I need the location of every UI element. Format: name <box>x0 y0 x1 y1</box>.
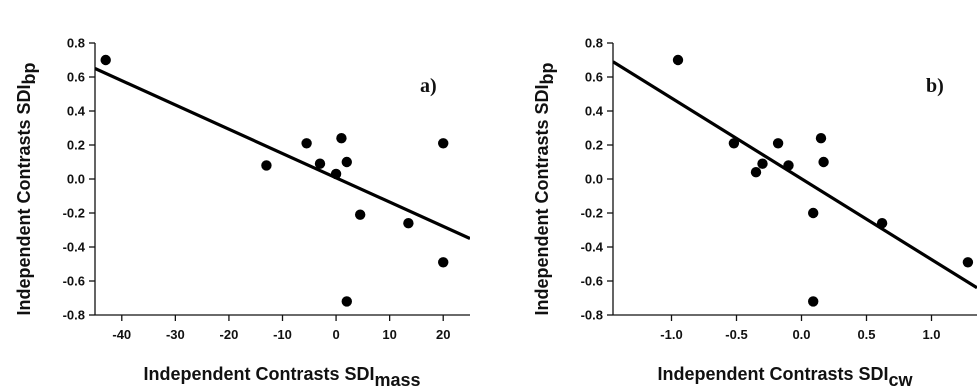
x-tick-label: 1.0 <box>922 327 940 342</box>
y-tick-label: 0.2 <box>67 138 85 153</box>
x-axis-title-subscript: cw <box>889 370 914 390</box>
panel-b-scatter-plot: -0.8 -0.6 -0.4 -0.2 0.0 0.2 0.4 0.6 0.8 -1.0 -0.5 0… <box>532 36 977 390</box>
x-tick-label: -1.0 <box>660 327 682 342</box>
x-tick-label: -0.5 <box>725 327 747 342</box>
panel-label: a) <box>420 75 437 97</box>
y-tick-label: -0.6 <box>63 274 85 289</box>
y-tick-label: -0.8 <box>581 308 603 323</box>
x-axis-title-subscript: mass <box>374 370 420 390</box>
data-point <box>261 160 272 171</box>
x-axis-title: Independent Contrasts SDIcw <box>657 364 913 390</box>
data-point <box>962 257 974 268</box>
y-tick-label: -0.4 <box>63 240 86 255</box>
data-point <box>818 156 829 168</box>
data-point <box>757 158 768 169</box>
data-point <box>341 296 352 307</box>
data-point <box>728 138 740 149</box>
regression-line <box>95 67 470 240</box>
data-point <box>808 296 819 307</box>
data-point <box>808 207 819 219</box>
y-axis-title-subscript: bp <box>537 62 557 84</box>
y-tick-label: 0.4 <box>585 104 604 119</box>
data-point <box>815 133 827 144</box>
y-axis-title: Independent Contrasts SDIbp <box>532 62 557 315</box>
data-point <box>438 138 449 149</box>
x-tick-label: 20 <box>436 327 450 342</box>
x-tick-label: -20 <box>220 327 239 342</box>
y-tick-label: 0.2 <box>585 138 603 153</box>
x-tick-label: -30 <box>166 327 185 342</box>
data-point <box>403 218 414 229</box>
y-tick-label: 0.8 <box>585 36 603 51</box>
y-tick-label: -0.8 <box>63 308 85 323</box>
x-tick-label: 0.5 <box>857 327 875 342</box>
x-tick-label: 0.0 <box>792 327 810 342</box>
data-point <box>750 167 762 178</box>
y-tick-label: 0.0 <box>585 172 603 187</box>
data-point <box>336 133 347 144</box>
y-tick-label: 0.6 <box>67 70 85 85</box>
y-axis-title: Independent Contrasts SDIbp <box>14 62 39 315</box>
x-tick-label: -10 <box>273 327 292 342</box>
y-axis-title-subscript: bp <box>19 62 39 84</box>
data-point <box>341 156 352 168</box>
y-tick-label: 0.4 <box>67 104 86 119</box>
data-point <box>438 257 449 268</box>
data-point <box>876 218 888 229</box>
data-point <box>672 54 684 66</box>
data-point <box>301 138 312 149</box>
x-axis-title-text: Independent Contrasts SDI <box>143 364 374 384</box>
regression-line <box>613 60 977 290</box>
data-point <box>100 54 111 66</box>
panel-label: b) <box>926 75 944 97</box>
y-tick-label: -0.2 <box>63 206 85 221</box>
x-tick-label: 10 <box>382 327 396 342</box>
y-tick-label: 0.8 <box>67 36 85 51</box>
x-axis-title-text: Independent Contrasts SDI <box>657 364 888 384</box>
x-tick-label: -40 <box>112 327 131 342</box>
y-tick-label: 0.0 <box>67 172 85 187</box>
y-axis-title-text: Independent Contrasts SDI <box>532 84 552 315</box>
x-axis-title: Independent Contrasts SDImass <box>143 364 420 390</box>
y-tick-label: -0.6 <box>581 274 603 289</box>
x-tick-label: 0 <box>332 327 339 342</box>
panel-a-scatter-plot: -0.8 -0.6 -0.4 -0.2 0.0 0.2 0.4 0.6 0.8 -40 -30 -20… <box>14 36 470 390</box>
y-tick-label: -0.2 <box>581 206 603 221</box>
data-point <box>772 138 784 149</box>
data-point <box>783 160 794 171</box>
data-point <box>314 158 326 169</box>
y-tick-label: -0.4 <box>581 240 604 255</box>
data-point <box>330 168 342 180</box>
y-axis-title-text: Independent Contrasts SDI <box>14 84 34 315</box>
y-tick-label: 0.6 <box>585 70 603 85</box>
data-point <box>354 209 366 220</box>
